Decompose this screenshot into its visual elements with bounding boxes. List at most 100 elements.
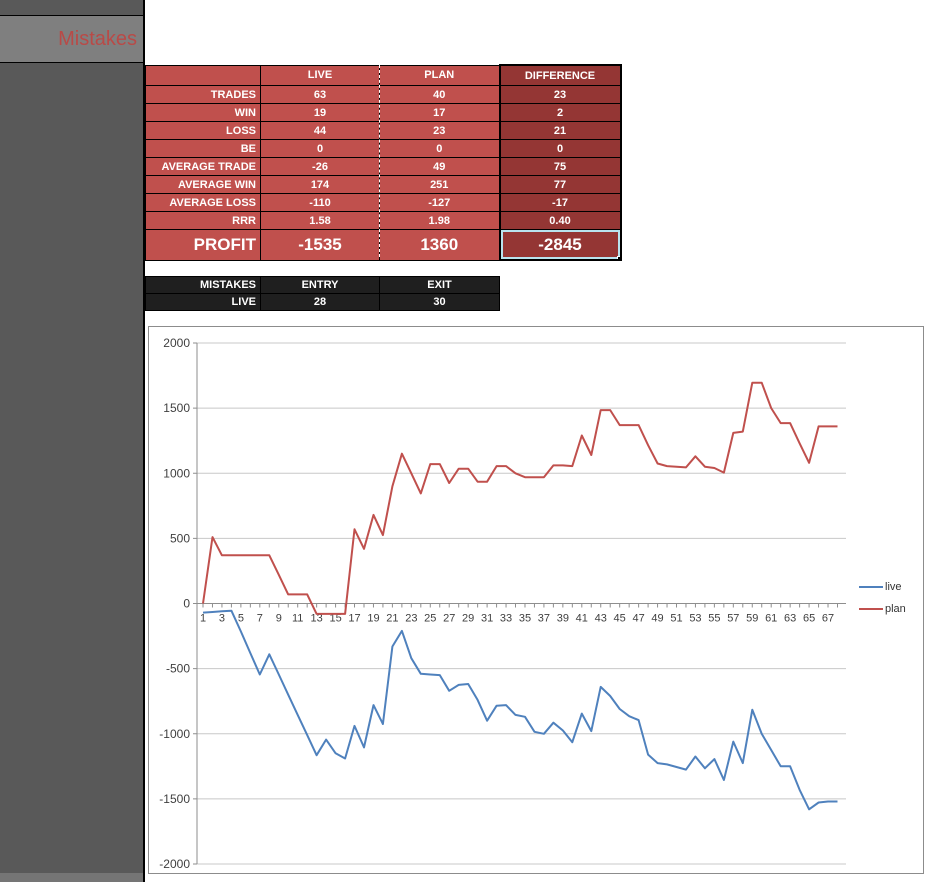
x-axis-tick-label: 5 — [238, 613, 244, 625]
cell-trades-label[interactable]: TRADES — [145, 85, 261, 104]
stats-table: LIVE PLAN DIFFERENCE TRADES 63 40 23 WIN… — [145, 64, 622, 261]
x-axis-tick-label: 41 — [576, 613, 588, 625]
x-axis-tick-label: 49 — [651, 613, 663, 625]
cell-rrr-label[interactable]: RRR — [145, 211, 261, 230]
cell-loss-diff[interactable]: 21 — [498, 121, 622, 140]
cell-be-diff[interactable]: 0 — [498, 139, 622, 158]
stats-header-empty-cell[interactable] — [145, 64, 261, 86]
x-axis-tick-label: 19 — [367, 613, 379, 625]
cell-mistakes-live-label[interactable]: LIVE — [145, 293, 261, 311]
table-row-trades: TRADES 63 40 23 — [145, 85, 622, 104]
cell-be-label[interactable]: BE — [145, 139, 261, 158]
x-axis-tick-label: 27 — [443, 613, 455, 625]
x-axis-tick-label: 67 — [822, 613, 834, 625]
cell-average-win-diff[interactable]: 77 — [498, 175, 622, 194]
table-row-win: WIN 19 17 2 — [145, 103, 622, 122]
cell-average-win-live[interactable]: 174 — [260, 175, 380, 194]
x-axis-tick-label: 11 — [292, 613, 303, 625]
table-row-average-trade: AVERAGE TRADE -26 49 75 — [145, 157, 622, 176]
stats-header-plan[interactable]: PLAN — [379, 64, 500, 86]
cell-win-label[interactable]: WIN — [145, 103, 261, 122]
x-axis-tick-label: 3 — [219, 613, 225, 625]
cell-profit-live[interactable]: -1535 — [260, 229, 380, 261]
series-line-plan[interactable] — [202, 381, 838, 615]
selection-fill-handle[interactable] — [616, 256, 619, 259]
mistakes-header-exit[interactable]: EXIT — [379, 276, 500, 294]
x-axis-tick-label: 25 — [424, 613, 436, 625]
x-axis-tick-label: 65 — [803, 613, 815, 625]
x-axis-tick-label: 7 — [257, 613, 263, 625]
y-axis-tick-label: -1500 — [159, 792, 190, 806]
chart-container[interactable]: 2000 1500 1000 500 0 -500 -1000 -1500 -2000 1 3 5 7 9… — [148, 326, 924, 874]
x-axis-tick-label: 31 — [481, 613, 493, 625]
cell-be-live[interactable]: 0 — [260, 139, 380, 158]
x-axis-tick-label: 29 — [462, 613, 474, 625]
stats-header-difference[interactable]: DIFFERENCE — [498, 64, 622, 86]
cell-average-trade-label[interactable]: AVERAGE TRADE — [145, 157, 261, 176]
sidebar-bottom-strip — [0, 873, 143, 882]
legend-item-plan[interactable]: plan — [859, 598, 906, 620]
cell-loss-label[interactable]: LOSS — [145, 121, 261, 140]
cell-win-live[interactable]: 19 — [260, 103, 380, 122]
series-line-live[interactable] — [202, 609, 838, 811]
y-axis-tick-label: -500 — [166, 662, 190, 676]
cell-profit-diff-selected[interactable]: -2845 — [498, 229, 622, 261]
cell-average-loss-label[interactable]: AVERAGE LOSS — [145, 193, 261, 212]
x-axis-tick-label: 33 — [500, 613, 512, 625]
mistakes-header-mistakes[interactable]: MISTAKES — [145, 276, 261, 294]
cell-average-trade-diff[interactable]: 75 — [498, 157, 622, 176]
cell-rrr-live[interactable]: 1.58 — [260, 211, 380, 230]
cell-average-trade-plan[interactable]: 49 — [379, 157, 500, 176]
legend-label-live: live — [885, 581, 902, 593]
table-row-loss: LOSS 44 23 21 — [145, 121, 622, 140]
x-axis-tick-label: 1 — [200, 613, 206, 625]
cell-average-win-label[interactable]: AVERAGE WIN — [145, 175, 261, 194]
x-axis-tick-label: 51 — [670, 613, 682, 625]
y-axis-tick-label: -1000 — [159, 727, 190, 741]
cell-loss-live[interactable]: 44 — [260, 121, 380, 140]
y-axis-tick-label: 2000 — [163, 336, 190, 350]
legend-swatch-live-line — [859, 586, 883, 588]
cell-loss-plan[interactable]: 23 — [379, 121, 500, 140]
chart-legend: live plan — [859, 576, 906, 620]
pane-divider — [143, 0, 145, 882]
x-axis-tick-label: 45 — [614, 613, 626, 625]
cell-average-trade-live[interactable]: -26 — [260, 157, 380, 176]
cell-profit-label[interactable]: PROFIT — [145, 229, 261, 261]
cell-average-loss-live[interactable]: -110 — [260, 193, 380, 212]
cell-mistakes-entry[interactable]: 28 — [260, 293, 380, 311]
cell-be-plan[interactable]: 0 — [379, 139, 500, 158]
cell-win-plan[interactable]: 17 — [379, 103, 500, 122]
x-axis-tick-label: 35 — [519, 613, 531, 625]
x-axis-tick-label: 55 — [708, 613, 720, 625]
stats-header-live[interactable]: LIVE — [260, 64, 380, 86]
x-axis-tick-label: 23 — [405, 613, 417, 625]
y-axis-tick-label: 0 — [183, 597, 190, 611]
cell-trades-live[interactable]: 63 — [260, 85, 380, 104]
mistakes-header[interactable]: Mistakes — [0, 15, 143, 63]
cell-trades-diff[interactable]: 23 — [498, 85, 622, 104]
cell-profit-plan[interactable]: 1360 — [379, 229, 500, 261]
stats-header-row: LIVE PLAN DIFFERENCE — [145, 64, 622, 86]
cell-rrr-plan[interactable]: 1.98 — [379, 211, 500, 230]
mistakes-header-row: MISTAKES ENTRY EXIT — [145, 276, 500, 294]
cell-average-loss-plan[interactable]: -127 — [379, 193, 500, 212]
y-axis-tick-label: 1500 — [163, 401, 190, 415]
legend-item-live[interactable]: live — [859, 576, 906, 598]
cell-trades-plan[interactable]: 40 — [379, 85, 500, 104]
cell-rrr-diff[interactable]: 0.40 — [498, 211, 622, 230]
x-axis-tick-label: 15 — [329, 613, 341, 625]
y-axis-tick-label: -2000 — [159, 857, 190, 871]
frozen-pane-sidebar — [0, 0, 143, 882]
mistakes-header-entry[interactable]: ENTRY — [260, 276, 380, 294]
table-row-be: BE 0 0 0 — [145, 139, 622, 158]
cell-average-loss-diff[interactable]: -17 — [498, 193, 622, 212]
cell-win-diff[interactable]: 2 — [498, 103, 622, 122]
cell-average-win-plan[interactable]: 251 — [379, 175, 500, 194]
x-axis-tick-label: 21 — [386, 613, 398, 625]
x-axis-tick-label: 47 — [632, 613, 644, 625]
x-axis-tick-label: 43 — [595, 613, 607, 625]
cell-mistakes-exit[interactable]: 30 — [379, 293, 500, 311]
x-axis-tick-label: 53 — [689, 613, 701, 625]
